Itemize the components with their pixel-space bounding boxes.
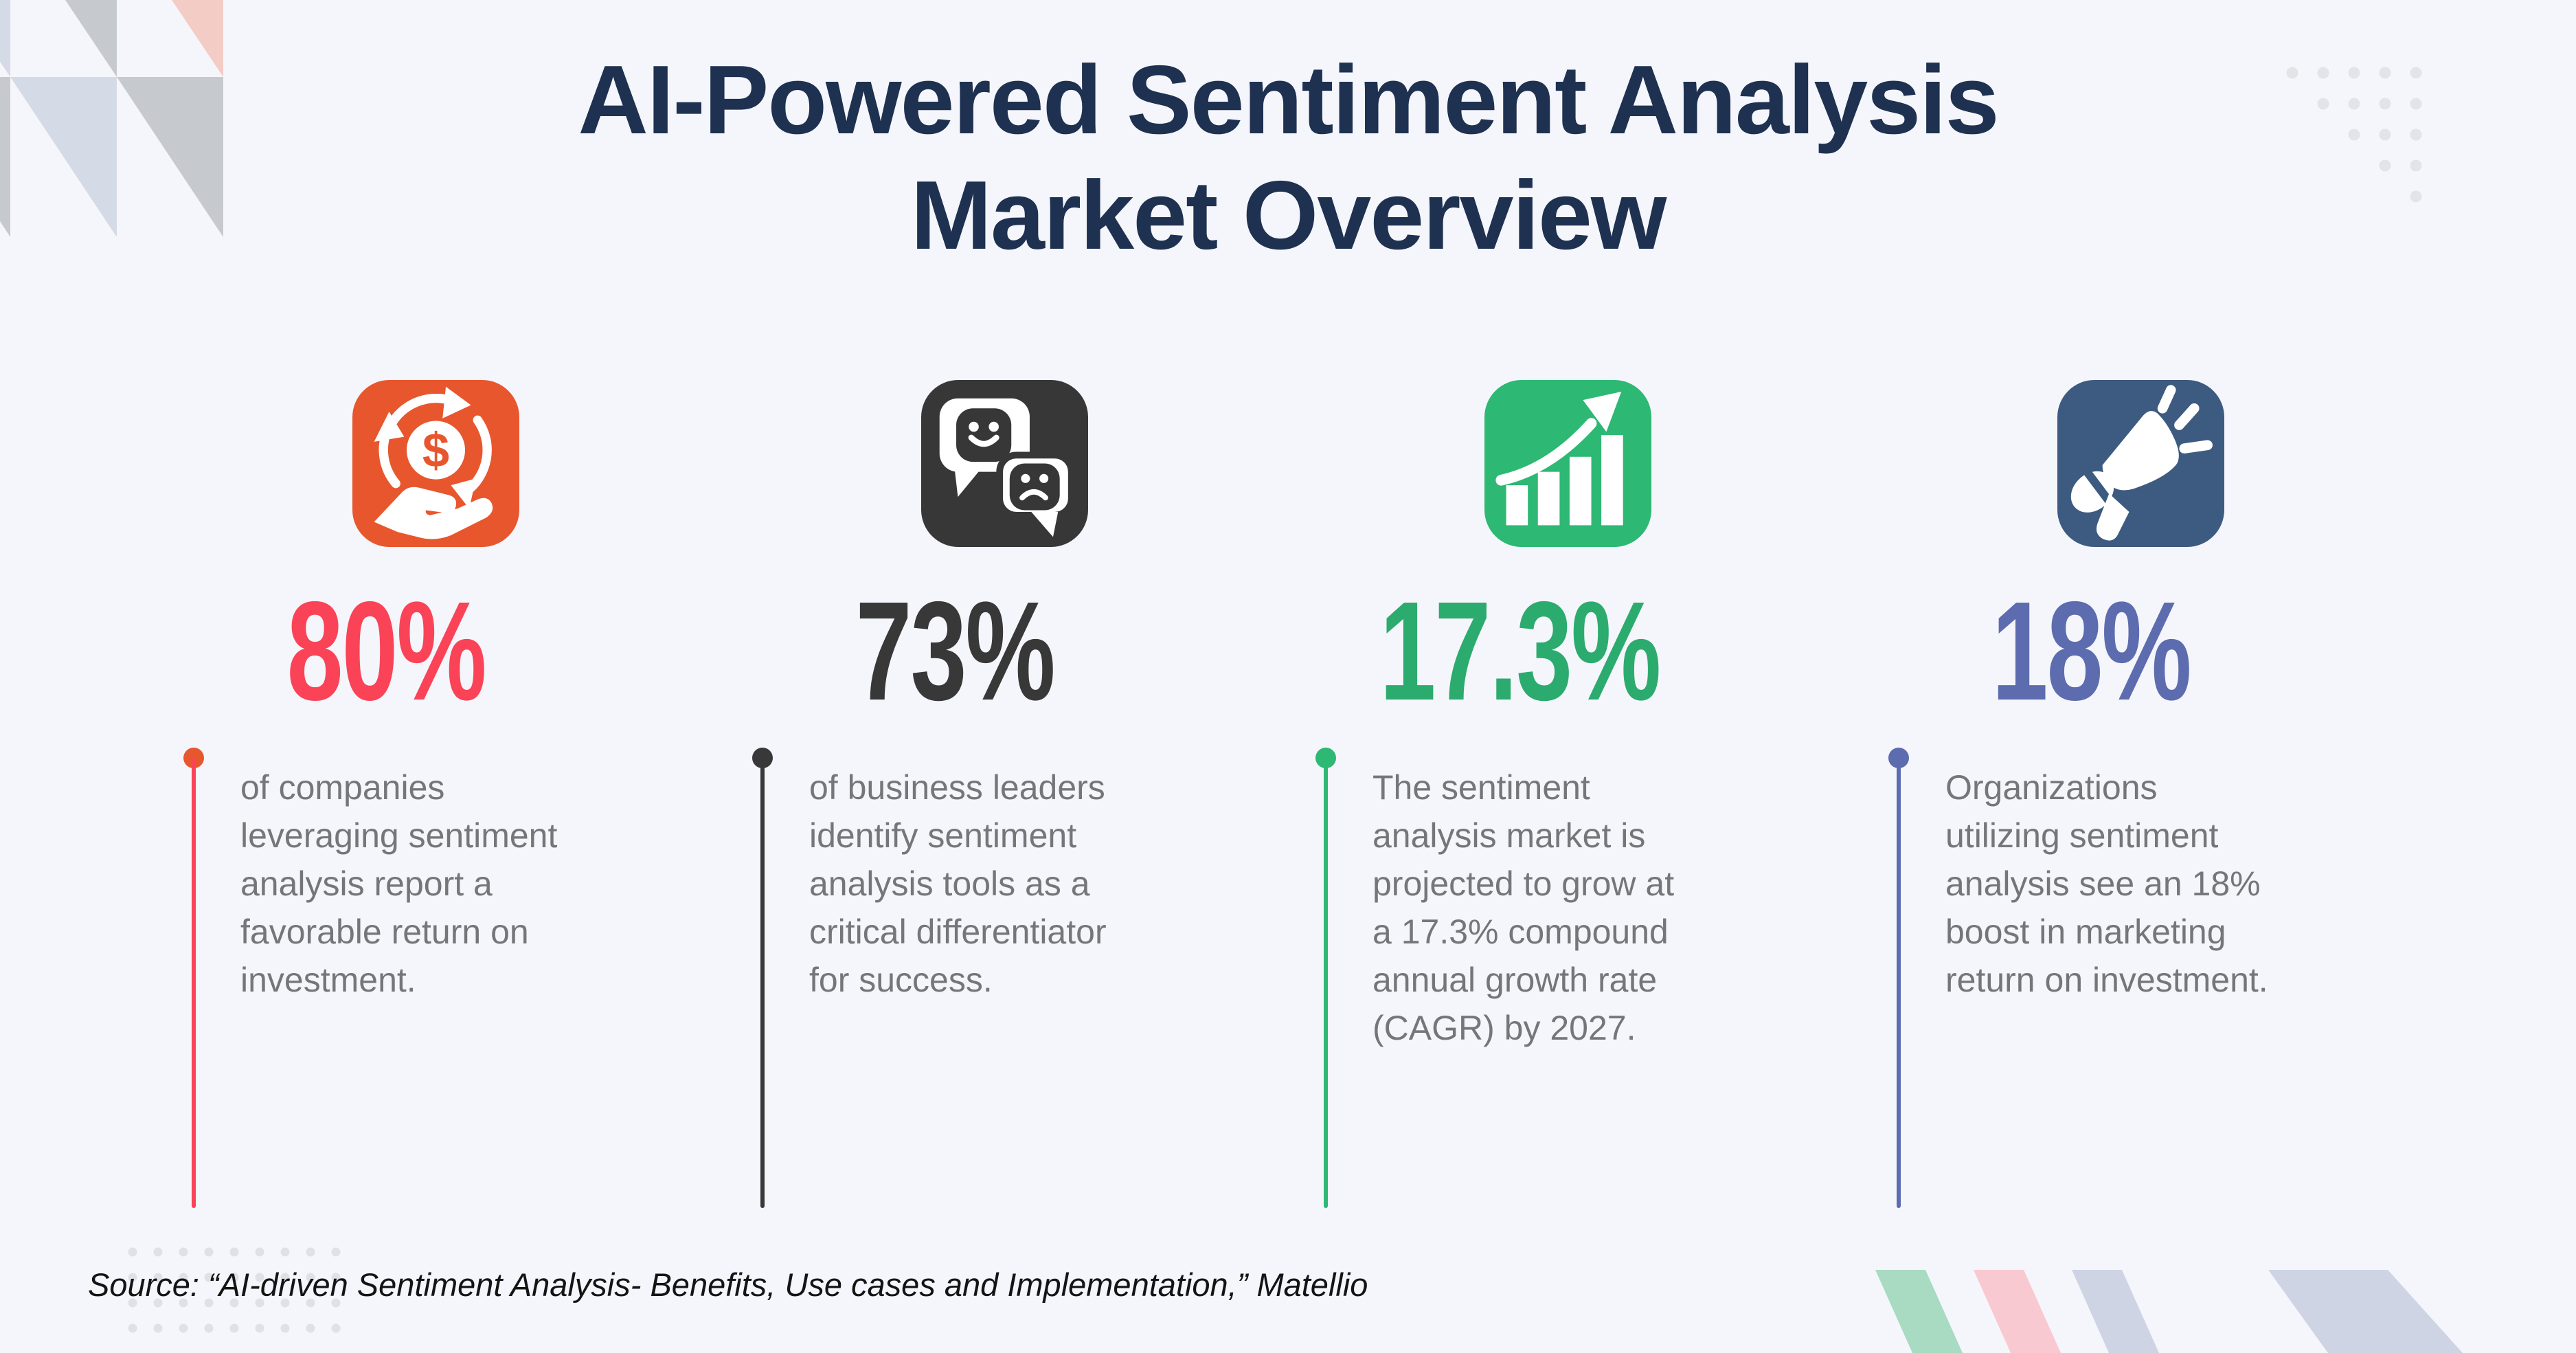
stat-description: of business leaders identify sentiment a… <box>809 768 1107 999</box>
growth-bar-chart-icon <box>1484 380 1651 547</box>
megaphone-icon <box>2057 380 2224 547</box>
svg-text:$: $ <box>422 423 449 477</box>
sentiment-chat-bubbles-icon <box>921 380 1088 547</box>
stat-value: 73% <box>855 572 1056 730</box>
stat-description: Organizations utilizing sentiment analys… <box>1945 768 2268 999</box>
stat-value: 80% <box>286 572 487 730</box>
stat-description: The sentiment analysis market is project… <box>1372 768 1675 1047</box>
diagonal-stripes-decoration <box>1875 1270 2463 1353</box>
stat-column-market-growth: 17.3% The sentiment analysis market is p… <box>1315 380 1769 1246</box>
title-line-2: Market Overview <box>910 161 1667 270</box>
source-attribution: Source: “AI-driven Sentiment Analysis- B… <box>88 1266 1368 1303</box>
stat-column-roi: $ 80% of companies leveraging sentiment … <box>183 380 637 1246</box>
marker-line <box>1897 758 1901 1208</box>
stat-value: 18% <box>1991 572 2192 730</box>
marker-line <box>192 758 196 1208</box>
marker-line <box>760 758 765 1208</box>
stat-column-marketing-roi: 18% Organizations utilizing sentiment an… <box>1888 380 2342 1246</box>
title-line-1: AI-Powered Sentiment Analysis <box>578 45 1999 155</box>
stat-column-business-leaders: 73% of business leaders identify sentime… <box>752 380 1206 1246</box>
stat-value: 17.3% <box>1379 572 1661 730</box>
dollar-cycle-hand-icon: $ <box>352 380 519 547</box>
marker-line <box>1324 758 1328 1208</box>
page-title: AI-Powered Sentiment Analysis Market Ove… <box>0 43 2576 273</box>
stat-description: of companies leveraging sentiment analys… <box>240 768 558 999</box>
